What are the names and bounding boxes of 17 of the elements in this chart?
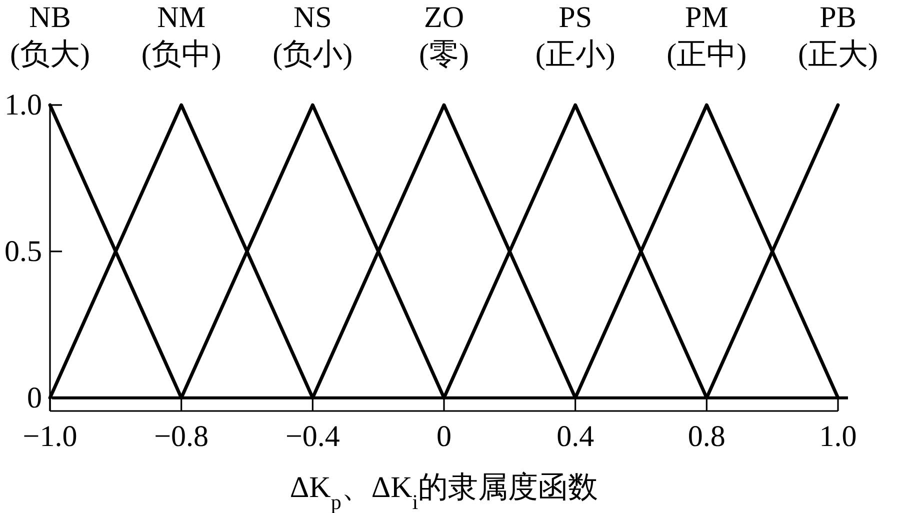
- x-tick-label: 0.4: [556, 420, 594, 453]
- y-tick-label: 0: [27, 381, 42, 414]
- series-label: NS (负小): [272, 1, 353, 71]
- series-label: NM (负中): [141, 1, 222, 71]
- series-label: NB (负大): [10, 1, 90, 71]
- x-tick-label: 0.8: [688, 420, 726, 453]
- x-tick-label: 0: [436, 420, 452, 453]
- series-label: PM (正中): [666, 1, 747, 71]
- x-tick-label: −0.8: [154, 420, 209, 453]
- x-tick-label: −1.0: [22, 420, 78, 453]
- series-label: ZO (零): [419, 1, 469, 71]
- y-tick-label: 1.0: [4, 88, 42, 122]
- series-label: PS (正小): [535, 1, 616, 71]
- series-label: PB (正大): [798, 1, 878, 71]
- x-tick-label: 1.0: [819, 420, 857, 453]
- y-tick-label: 0.5: [4, 234, 42, 268]
- x-tick-label: −0.4: [285, 420, 340, 453]
